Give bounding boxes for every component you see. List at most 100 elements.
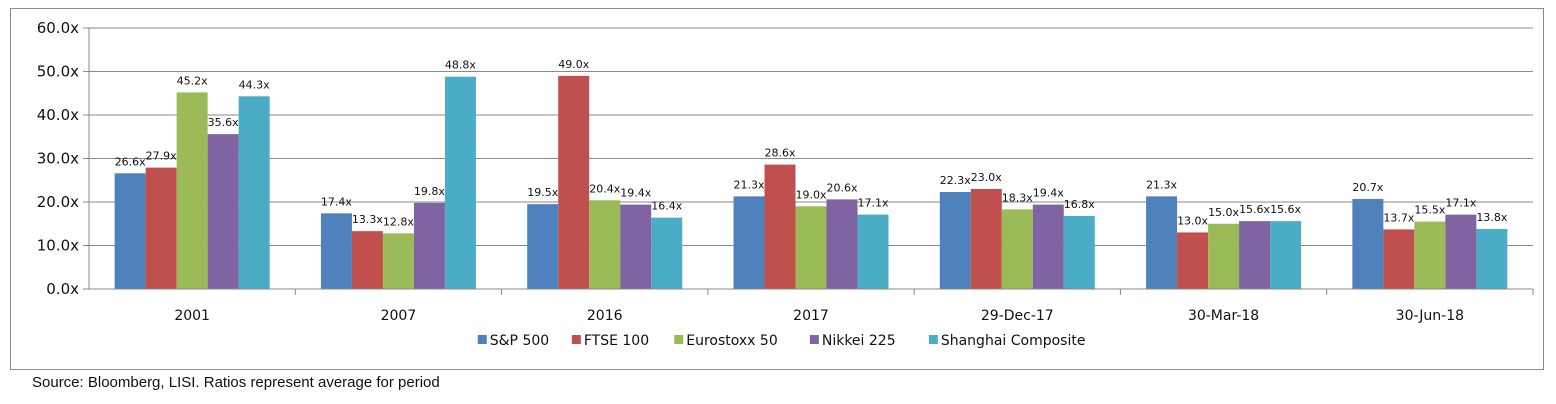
bar	[1414, 221, 1446, 289]
data-label: 13.8x	[1476, 211, 1507, 224]
chart-frame: 0.0x 10.0x 20.0x 30.0x 40.0x 50.0x 60.0x 26.6x…	[10, 8, 1544, 370]
data-label: 16.4x	[651, 200, 682, 213]
bar	[176, 92, 208, 289]
bar	[145, 167, 177, 289]
x-tick-label: 2007	[381, 308, 417, 324]
bar	[1001, 209, 1033, 289]
y-tick-label: 0.0x	[46, 280, 79, 298]
data-label: 13.0x	[1177, 214, 1208, 227]
bar	[382, 233, 414, 289]
y-axis-ticks: 0.0x 10.0x 20.0x 30.0x 40.0x 50.0x 60.0x	[37, 19, 79, 298]
bar	[1239, 221, 1271, 289]
data-label: 49.0x	[558, 58, 589, 71]
data-label: 19.5x	[527, 186, 558, 199]
legend: S&P 500 FTSE 100 Eurostoxx 50 Nikkei 225 Sha…	[477, 333, 1086, 349]
legend-label: S&P 500	[490, 333, 549, 349]
bar	[795, 206, 827, 289]
legend-label: Eurostoxx 50	[686, 333, 778, 349]
x-tick-label: 30-Jun-18	[1396, 308, 1464, 324]
bar	[620, 204, 652, 289]
data-label: 15.6x	[1239, 203, 1270, 216]
legend-swatch	[809, 335, 819, 344]
bar	[320, 213, 352, 289]
data-label: 15.5x	[1414, 204, 1445, 217]
bar	[1445, 214, 1477, 289]
legend-item: Nikkei 225	[809, 333, 896, 349]
legend-label: Nikkei 225	[822, 333, 896, 349]
legend-swatch	[674, 335, 684, 344]
legend-label: FTSE 100	[584, 333, 649, 349]
bar	[444, 76, 476, 289]
data-label: 28.6x	[764, 147, 795, 160]
y-tick-label: 30.0x	[37, 150, 79, 168]
data-label: 27.9x	[146, 150, 177, 163]
data-label: 21.3x	[733, 178, 764, 191]
bar	[413, 202, 445, 289]
bar	[1352, 198, 1384, 289]
data-label: 48.8x	[445, 59, 476, 72]
bar	[651, 217, 683, 289]
bar	[1476, 228, 1508, 289]
legend-item: Eurostoxx 50	[674, 333, 778, 349]
data-label: 19.4x	[1033, 187, 1064, 200]
data-label: 35.6x	[208, 116, 239, 129]
bar	[114, 173, 146, 289]
bars	[114, 75, 1508, 289]
bar	[970, 188, 1002, 289]
data-label: 15.6x	[1270, 203, 1301, 216]
data-label: 20.7x	[1352, 181, 1383, 194]
bar	[207, 134, 239, 289]
x-tick-label: 2016	[587, 308, 623, 324]
x-tick-label: 29-Dec-17	[981, 308, 1054, 324]
legend-swatch	[928, 335, 938, 344]
source-note: Source: Bloomberg, LISI. Ratios represen…	[32, 374, 440, 391]
bar	[764, 164, 796, 289]
legend-swatch	[571, 335, 581, 344]
data-label: 23.0x	[971, 171, 1002, 184]
data-label: 17.4x	[321, 195, 352, 208]
x-axis	[88, 28, 1534, 295]
data-label: 16.8x	[1064, 198, 1095, 211]
data-label: 17.1x	[1445, 197, 1476, 210]
bar	[1383, 229, 1415, 289]
bar	[857, 214, 889, 289]
data-label: 13.7x	[1383, 211, 1414, 224]
y-tick-label: 40.0x	[37, 106, 79, 124]
y-tick-label: 50.0x	[37, 63, 79, 81]
bar	[238, 96, 270, 289]
bar	[1146, 196, 1178, 289]
data-label: 26.6x	[115, 155, 146, 168]
data-label: 21.3x	[1146, 178, 1177, 191]
bar	[1063, 215, 1095, 289]
data-label: 19.4x	[620, 187, 651, 200]
x-tick-label: 2017	[793, 308, 829, 324]
bar	[1270, 221, 1302, 289]
data-label: 22.3x	[940, 174, 971, 187]
y-tick-label: 10.0x	[37, 237, 79, 255]
data-label: 17.1x	[857, 197, 888, 210]
bar	[527, 204, 559, 289]
legend-item: Shanghai Composite	[928, 333, 1086, 349]
x-tick-label: 30-Mar-18	[1188, 308, 1259, 324]
legend-item: FTSE 100	[571, 333, 649, 349]
legend-item: S&P 500	[477, 333, 549, 349]
data-label: 15.0x	[1208, 206, 1239, 219]
data-label: 20.6x	[826, 181, 857, 194]
data-label: 19.8x	[414, 185, 445, 198]
data-label: 44.3x	[239, 78, 270, 91]
data-label: 20.4x	[589, 182, 620, 195]
bar-chart: 0.0x 10.0x 20.0x 30.0x 40.0x 50.0x 60.0x 26.6x…	[37, 19, 1534, 349]
y-tick-label: 20.0x	[37, 193, 79, 211]
y-tick-label: 60.0x	[37, 19, 79, 37]
x-tick-label: 2001	[174, 308, 210, 324]
bar	[939, 191, 971, 289]
data-label: 13.3x	[352, 213, 383, 226]
bar	[1032, 204, 1064, 289]
bar	[826, 199, 858, 289]
legend-label: Shanghai Composite	[941, 333, 1086, 349]
legend-swatch	[477, 335, 487, 344]
bar	[1208, 223, 1240, 289]
bar	[1177, 232, 1209, 289]
data-label: 12.8x	[383, 215, 414, 228]
